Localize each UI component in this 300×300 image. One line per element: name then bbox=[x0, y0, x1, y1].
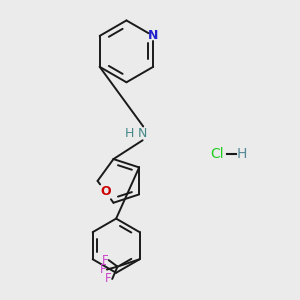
Text: O: O bbox=[100, 185, 111, 198]
Text: N: N bbox=[148, 29, 158, 42]
Text: Cl: Cl bbox=[210, 147, 224, 161]
Text: N: N bbox=[138, 127, 147, 140]
Text: F: F bbox=[102, 254, 109, 267]
Text: F: F bbox=[105, 272, 112, 286]
Text: H: H bbox=[125, 127, 134, 140]
Text: F: F bbox=[100, 263, 107, 276]
Text: H: H bbox=[237, 147, 247, 161]
